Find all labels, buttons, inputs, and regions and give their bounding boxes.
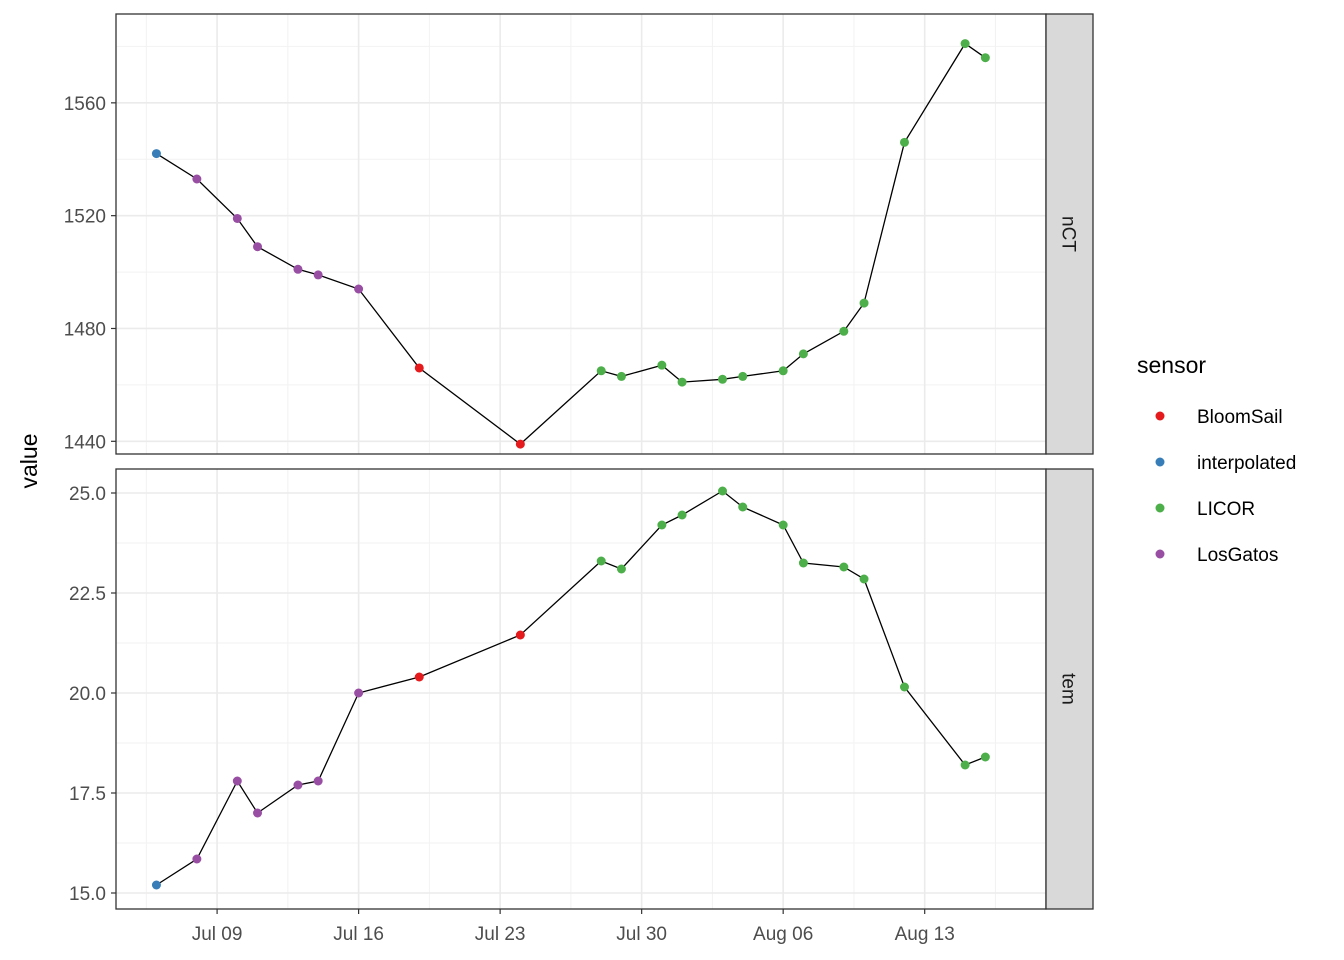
legend-key-LICOR <box>1155 503 1165 513</box>
data-point-LosGatos <box>293 780 303 790</box>
y-tick-label: 1560 <box>64 94 106 115</box>
data-point-LICOR <box>859 574 869 584</box>
x-tick-label: Aug 06 <box>753 924 813 945</box>
data-point-LICOR <box>718 374 728 384</box>
data-point-LICOR <box>778 520 788 530</box>
data-point-LICOR <box>960 39 970 49</box>
y-tick-label: 20.0 <box>69 684 106 705</box>
legend-key-interpolated <box>1155 457 1165 467</box>
legend-label: LICOR <box>1197 499 1255 520</box>
y-tick-label: 1440 <box>64 432 106 453</box>
x-tick-label: Jul 16 <box>333 924 384 945</box>
legend-label: BloomSail <box>1197 407 1283 428</box>
series-line-tem <box>156 490 986 886</box>
data-point-LosGatos <box>313 776 323 786</box>
data-point-LICOR <box>616 371 626 381</box>
data-point-LICOR <box>677 510 687 520</box>
panels: 1440 1480 1520 1560 nCT 15.0 17.5 20.0 22.5 25.0 t… <box>64 13 1094 910</box>
data-point-LICOR <box>677 377 687 387</box>
data-point-LICOR <box>899 682 909 692</box>
y-axis-title: value <box>16 434 42 489</box>
data-point-LICOR <box>798 349 808 359</box>
y-tick-label: 1520 <box>64 207 106 228</box>
legend-label: LosGatos <box>1197 545 1278 566</box>
legend-title: sensor <box>1137 352 1206 378</box>
data-point-LosGatos <box>354 688 364 698</box>
data-point-LICOR <box>718 486 728 496</box>
y-tick-label: 15.0 <box>69 884 106 905</box>
strip-label: nCT <box>1058 216 1079 252</box>
data-point-LICOR <box>980 53 990 63</box>
data-point-LosGatos <box>313 270 323 280</box>
x-tick-label: Jul 23 <box>475 924 526 945</box>
data-point-interpolated <box>151 880 161 890</box>
series-line-nCT <box>156 42 986 445</box>
data-point-BloomSail <box>414 363 424 373</box>
data-point-LICOR <box>616 564 626 574</box>
data-point-LosGatos <box>192 174 202 184</box>
data-point-LICOR <box>859 298 869 308</box>
data-point-LosGatos <box>293 264 303 274</box>
strip-background <box>1045 13 1094 455</box>
data-point-LosGatos <box>354 284 364 294</box>
legend-key-LosGatos <box>1155 549 1165 559</box>
legend: sensor BloomSail interpolated LICOR LosGato… <box>1137 352 1296 566</box>
strip-label: tem <box>1058 673 1079 705</box>
data-point-LICOR <box>657 360 667 370</box>
data-point-LICOR <box>596 556 606 566</box>
data-point-LosGatos <box>192 854 202 864</box>
data-point-LICOR <box>839 562 849 572</box>
data-point-LICOR <box>596 366 606 376</box>
data-point-BloomSail <box>515 630 525 640</box>
data-point-LICOR <box>960 760 970 770</box>
data-point-LosGatos <box>232 776 242 786</box>
x-tick-label: Jul 30 <box>616 924 667 945</box>
data-point-LICOR <box>738 502 748 512</box>
data-point-LICOR <box>798 558 808 568</box>
y-tick-label: 1480 <box>64 319 106 340</box>
panel-background <box>116 469 1046 909</box>
strip-background <box>1045 468 1094 910</box>
y-tick-label: 22.5 <box>69 584 106 605</box>
data-point-LICOR <box>738 371 748 381</box>
data-point-interpolated <box>151 149 161 159</box>
x-axis: Jul 09 Jul 16 Jul 23 Jul 30 Aug 06 Aug 13 <box>192 909 955 945</box>
data-point-LICOR <box>839 326 849 336</box>
legend-label: interpolated <box>1197 453 1296 474</box>
x-tick-label: Aug 13 <box>895 924 955 945</box>
x-tick-label: Jul 09 <box>192 924 243 945</box>
y-tick-label: 17.5 <box>69 784 106 805</box>
data-point-BloomSail <box>414 672 424 682</box>
data-point-LICOR <box>657 520 667 530</box>
data-point-LICOR <box>899 137 909 147</box>
panel-tem: 15.0 17.5 20.0 22.5 25.0 tem <box>69 468 1094 910</box>
data-point-LosGatos <box>253 808 263 818</box>
data-point-LICOR <box>778 366 788 376</box>
data-point-LosGatos <box>253 242 263 252</box>
legend-key-BloomSail <box>1155 411 1165 421</box>
y-tick-label: 25.0 <box>69 484 106 505</box>
data-point-LosGatos <box>232 213 242 223</box>
panel-nCT: 1440 1480 1520 1560 nCT <box>64 13 1094 455</box>
panel-background <box>116 14 1046 454</box>
data-point-BloomSail <box>515 439 525 449</box>
data-point-LICOR <box>980 752 990 762</box>
